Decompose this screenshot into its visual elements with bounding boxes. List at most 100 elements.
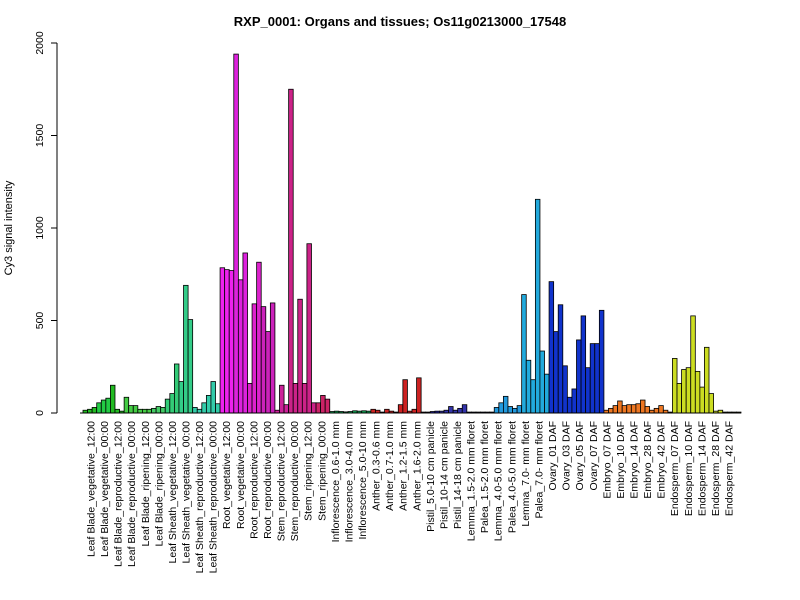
bar xyxy=(178,381,184,414)
bar xyxy=(311,402,317,414)
bar xyxy=(288,88,294,414)
bar xyxy=(690,315,696,414)
bar xyxy=(297,298,303,414)
bar xyxy=(708,393,714,414)
bar xyxy=(594,343,600,414)
x-tick-label: Stem_reproductive_12:00 xyxy=(276,421,288,541)
bar xyxy=(557,304,564,414)
bar xyxy=(640,399,646,414)
x-tick-label: Anther_0.7-1.0 mm xyxy=(384,421,396,511)
x-tick-label: Inflorescence_0.6-1.0 mm xyxy=(330,421,342,543)
y-tick-label: 1500 xyxy=(34,124,46,148)
bar xyxy=(187,319,194,414)
x-tick-label: Stem_ripening_12:00 xyxy=(303,421,315,521)
y-tick-label: 0 xyxy=(34,410,46,416)
bar xyxy=(617,400,623,414)
bar xyxy=(306,243,312,414)
bar xyxy=(141,408,148,414)
x-tick-label: Embryo_42 DAF xyxy=(656,421,668,499)
bar xyxy=(247,382,253,414)
x-tick-label: Ovary_01 DAF xyxy=(547,421,559,490)
bar xyxy=(502,395,509,414)
bar xyxy=(228,270,235,414)
bar xyxy=(100,399,107,414)
bar xyxy=(676,382,683,414)
bar xyxy=(580,315,587,414)
x-tick-label: Embryo_07 DAF xyxy=(601,421,613,499)
bar xyxy=(137,408,143,414)
bar xyxy=(402,379,408,414)
bar xyxy=(493,407,500,414)
bars-group xyxy=(82,53,742,414)
x-tick-label: Anther_1.6-2.0 mm xyxy=(411,421,423,511)
bar xyxy=(384,408,390,414)
x-tick-label: Palea_7.0- mm floret xyxy=(533,421,545,519)
bar xyxy=(265,331,271,414)
bar xyxy=(151,407,157,414)
x-tick-label: Endosperm_28 DAF xyxy=(710,421,722,516)
x-tick-label: Leaf Blade_vegetative_12:00 xyxy=(86,421,98,557)
y-axis: 0 500 1000 1500 2000 xyxy=(34,31,58,416)
x-tick-label: Leaf Sheath_vegetative_00:00 xyxy=(181,421,193,564)
x-tick-label: Leaf Blade_ripening_00:00 xyxy=(153,421,165,547)
bar xyxy=(237,279,244,414)
x-tick-label: Leaf Sheath_reproductive_12:00 xyxy=(194,421,206,574)
x-tick-label: Lemma_4.0-5.0 mm floret xyxy=(493,421,505,541)
bar xyxy=(87,408,93,414)
bar xyxy=(507,406,513,414)
bar xyxy=(183,284,189,414)
x-tick-label: Leaf Blade_reproductive_12:00 xyxy=(113,421,125,567)
bar xyxy=(173,363,180,414)
x-tick-label: Pistil_5.0-10 cm panicle xyxy=(425,421,437,532)
x-tick-label: Embryo_28 DAF xyxy=(642,421,654,499)
bar xyxy=(498,402,504,414)
bar xyxy=(544,373,550,414)
x-tick-label: Root_reproductive_12:00 xyxy=(248,421,260,539)
bar xyxy=(448,406,454,414)
bar xyxy=(658,405,664,414)
bar xyxy=(205,395,212,414)
bar xyxy=(516,405,523,414)
bar xyxy=(672,358,678,414)
bar xyxy=(576,339,582,414)
x-tick-label: Leaf Blade_reproductive_00:00 xyxy=(126,421,138,567)
bar xyxy=(96,402,102,414)
x-tick-label: Embryo_10 DAF xyxy=(615,421,627,499)
x-tick-label: Stem_ripening_00:00 xyxy=(316,421,328,521)
bar xyxy=(585,367,591,414)
bar xyxy=(210,381,216,414)
x-tick-label: Inflorescence_3.0-4.0 mm xyxy=(343,421,355,543)
bar xyxy=(146,408,152,414)
y-axis-label: Cy3 signal intensity xyxy=(3,180,15,275)
bar xyxy=(292,382,299,414)
bar xyxy=(164,398,171,414)
bar xyxy=(525,359,532,414)
bar xyxy=(169,393,175,414)
bar xyxy=(626,404,632,414)
x-tick-label: Leaf Blade_vegetative_00:00 xyxy=(99,421,111,557)
x-tick-label: Palea_4.0-5.0 mm floret xyxy=(506,421,518,533)
x-tick-label: Palea_1.5-2.0 mm floret xyxy=(479,421,491,533)
bar xyxy=(397,404,404,414)
bar xyxy=(91,407,98,414)
bar xyxy=(283,404,290,414)
bar xyxy=(694,370,701,414)
bar xyxy=(457,407,463,414)
bar xyxy=(279,384,285,414)
bar xyxy=(301,382,308,414)
x-tick-label: Ovary_05 DAF xyxy=(574,421,586,490)
y-tick-label: 500 xyxy=(34,312,46,330)
x-tick-label: Pistil_10-14 cm panicle xyxy=(438,421,450,529)
bar xyxy=(553,331,559,414)
x-tick-label: Leaf Sheath_reproductive_00:00 xyxy=(208,421,220,574)
bar xyxy=(224,269,230,414)
bar xyxy=(530,379,536,414)
x-tick-label: Root_vegetative_12:00 xyxy=(221,421,233,529)
bar xyxy=(196,408,203,414)
x-tick-label: Ovary_07 DAF xyxy=(588,421,600,490)
bar xyxy=(621,405,628,414)
bar xyxy=(612,405,619,414)
x-tick-label: Anther_1.2-1.5 mm xyxy=(398,421,410,511)
bar xyxy=(123,396,130,414)
